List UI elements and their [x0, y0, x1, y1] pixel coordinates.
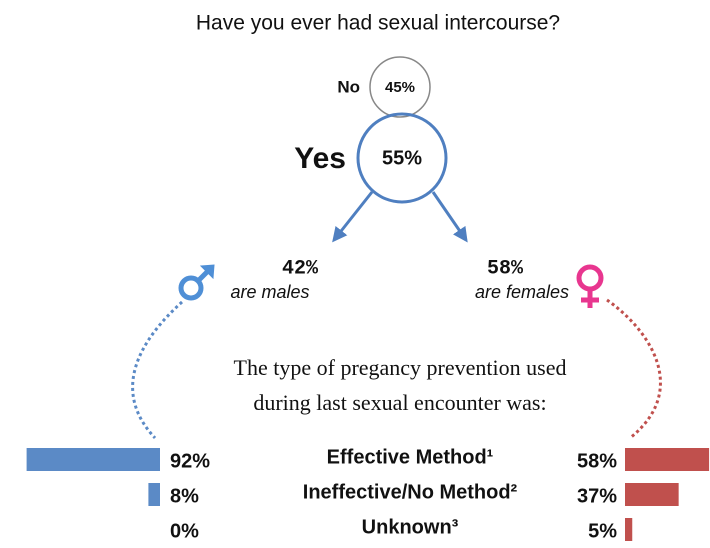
yes-circle [356, 112, 448, 204]
value-label: 5% [588, 520, 617, 542]
female-symbol [576, 264, 604, 308]
value-label: 58% [577, 450, 617, 472]
subtitle: during last sexual encounter was: [253, 390, 546, 415]
no-circle [369, 56, 431, 118]
arrow [431, 191, 468, 243]
connector [606, 298, 662, 440]
bar [148, 483, 160, 506]
title: Have you ever had sexual intercourse? [196, 12, 560, 35]
female-label: are females [475, 282, 569, 302]
value-label: 0% [170, 520, 199, 542]
male-symbol [178, 264, 215, 301]
bar [26, 448, 160, 471]
male-label: are males [230, 282, 309, 302]
no-value: 45% [385, 79, 415, 96]
method-label: Unknown³ [362, 516, 459, 538]
bar [625, 518, 633, 541]
male-share: 42% [282, 257, 319, 280]
method-label: Ineffective/No Method² [303, 481, 518, 503]
value-label: 37% [577, 485, 617, 507]
connector [131, 300, 184, 440]
method-label: Effective Method¹ [327, 446, 494, 468]
yes-label: Yes [294, 142, 346, 175]
no-label: No [337, 77, 360, 96]
value-label: 8% [170, 485, 199, 507]
bar [625, 483, 679, 506]
female-share: 58% [487, 257, 524, 280]
arrow [332, 191, 374, 243]
value-label: 92% [170, 450, 210, 472]
yes-value: 55% [382, 147, 422, 169]
subtitle: The type of pregancy prevention used [234, 355, 567, 380]
bar [625, 448, 710, 471]
